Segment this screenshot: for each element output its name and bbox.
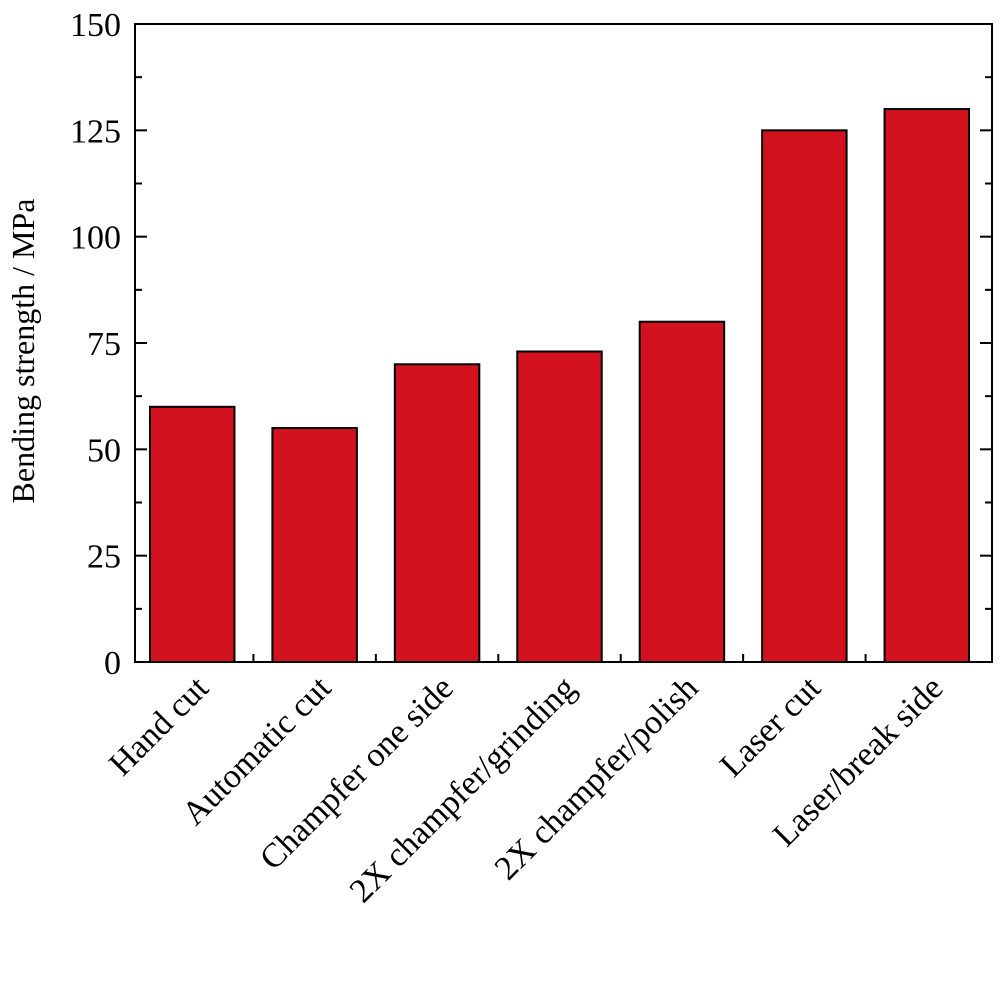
- x-tick-label-4: 2X champfer/polish: [488, 669, 706, 887]
- y-axis-label: Bending strength / MPa: [5, 199, 41, 504]
- x-tick-label-3: 2X champfer/grinding: [343, 669, 583, 909]
- y-axis-ticks: 0 25 50 75 100 125 150: [70, 7, 992, 682]
- bars-group: [148, 108, 971, 664]
- y-tick-label-1: 25: [87, 539, 121, 576]
- bar-6: [883, 108, 971, 664]
- bar-5: [761, 129, 848, 664]
- y-tick-label-5: 125: [70, 113, 121, 150]
- x-tick-label-5: Laser cut: [713, 669, 828, 784]
- x-tick-label-0: Hand cut: [102, 669, 216, 783]
- plot-frame: [134, 23, 993, 663]
- bar-1: [271, 427, 358, 664]
- y-tick-label-0: 0: [104, 645, 121, 682]
- bar-4: [638, 320, 726, 663]
- y-tick-label-3: 75: [87, 326, 121, 363]
- y-tick-label-2: 50: [87, 432, 121, 469]
- bar-3: [516, 350, 603, 663]
- y-tick-label-4: 100: [70, 220, 121, 257]
- bar-2: [393, 363, 481, 663]
- bar-0: [148, 405, 236, 663]
- y-tick-label-6: 150: [70, 7, 121, 44]
